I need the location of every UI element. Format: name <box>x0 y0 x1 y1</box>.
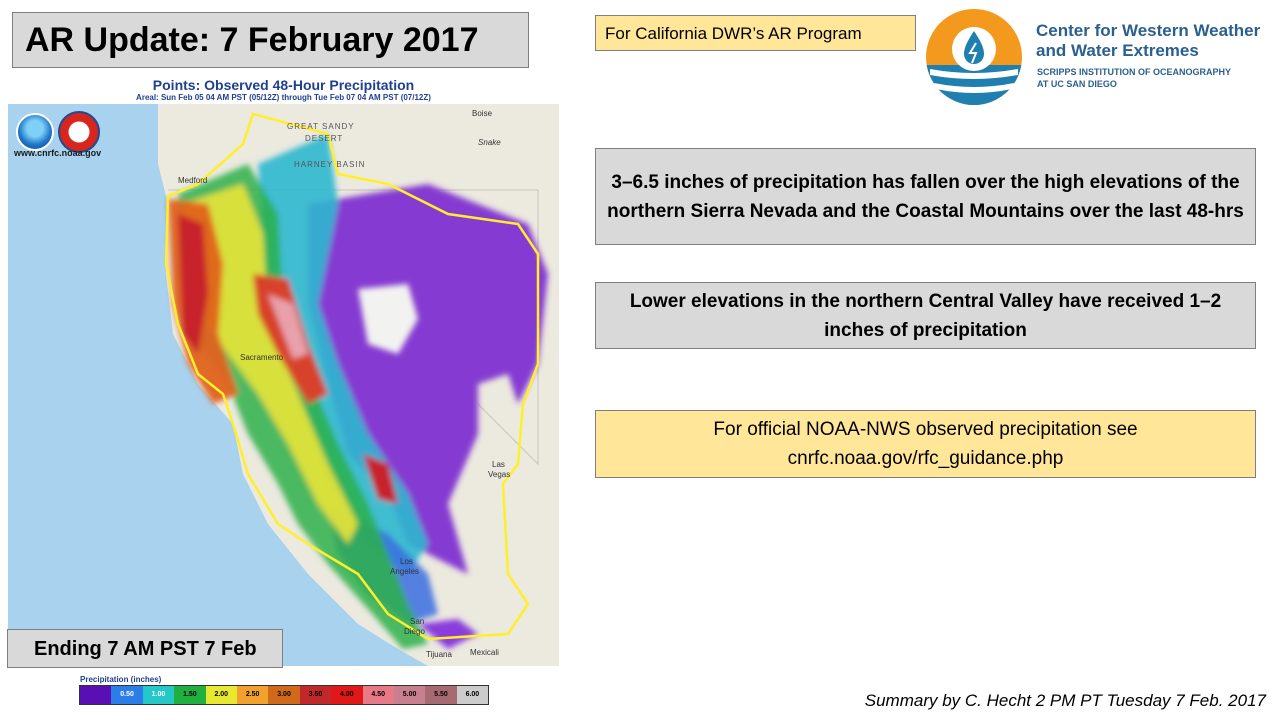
precipitation-map-graphic <box>8 104 559 666</box>
org-name-line1: Center for Western Weather <box>1036 21 1261 40</box>
legend-tick-label: 4.00 <box>340 691 354 698</box>
nws-logo <box>58 111 100 153</box>
program-label-box: For California DWR’s AR Program <box>595 15 916 51</box>
legend-tick-label: 0.50 <box>120 691 134 698</box>
ending-label-box: Ending 7 AM PST 7 Feb <box>7 629 283 668</box>
summary-central-valley-text: Lower elevations in the northern Central… <box>629 290 1222 341</box>
summary-box-high-elevations: 3–6.5 inches of precipitation has fallen… <box>595 148 1256 245</box>
basin-outline <box>164 112 540 641</box>
map-label-mexicali: Mexicali <box>470 648 499 657</box>
precip-purple-south <box>418 619 478 649</box>
legend-swatch: 5.00 <box>393 686 426 704</box>
legend-swatch: 2.00 <box>205 686 237 704</box>
map-header: Points: Observed 48-Hour Precipitation A… <box>8 77 559 103</box>
org-name-line2: and Water Extremes <box>1036 41 1199 60</box>
org-sub-line1: SCRIPPS INSTITUTION OF OCEANOGRAPHY <box>1037 67 1232 77</box>
legend-title: Precipitation (inches) <box>80 675 162 684</box>
precip-red-south-sierra <box>363 454 398 504</box>
noaa-logo <box>16 113 54 151</box>
org-sub-line2: AT UC SAN DIEGO <box>1037 79 1117 89</box>
org-subtitle: SCRIPPS INSTITUTION OF OCEANOGRAPHY AT U… <box>1037 66 1231 90</box>
legend-tick-label: 2.50 <box>245 691 260 698</box>
map-label-las: Las <box>492 460 505 469</box>
legend-swatch: 5.50 <box>425 686 457 704</box>
legend-tick-label: 1.50 <box>183 691 197 698</box>
legend-tick-label: 1.00 <box>151 691 166 698</box>
precip-purple <box>308 184 548 574</box>
precip-pink-sierra <box>268 294 308 359</box>
legend-swatch: 3.00 <box>268 686 300 704</box>
precip-yellow <box>183 184 358 544</box>
map-label-desert: DESERT <box>305 134 344 143</box>
map-label-diego: Diego <box>404 627 425 636</box>
legend-tick-label: 4.50 <box>371 691 386 698</box>
official-precip-text: For official NOAA-NWS observed precipita… <box>713 419 1138 440</box>
legend-tick-label: 5.50 <box>434 691 448 698</box>
summary-high-elevations-text: 3–6.5 inches of precipitation has fallen… <box>607 171 1244 222</box>
map-label-vegas: Vegas <box>488 470 511 479</box>
slide-title-box: AR Update: 7 February 2017 <box>12 12 529 68</box>
legend-tick-label: 3.00 <box>277 691 291 698</box>
precip-legend-bar: 0.50 1.00 1.50 2.00 2.50 3.00 3.50 4.00 4.50 5.00… <box>79 685 489 705</box>
map-label-boise: Boise <box>472 109 493 118</box>
map-label-tijuana: Tijuana <box>426 650 452 659</box>
legend-swatch: 4.00 <box>331 686 363 704</box>
legend-swatch: 6.00 <box>456 686 489 704</box>
map-title: Points: Observed 48-Hour Precipitation <box>152 77 415 93</box>
map-label-medford: Medford <box>178 176 208 185</box>
legend-swatch: 2.50 <box>236 686 269 704</box>
legend-swatch: 3.50 <box>299 686 332 704</box>
map-label-snake: Snake <box>478 138 501 147</box>
legend-swatch: 1.00 <box>142 686 175 704</box>
precipitation-map <box>8 104 559 666</box>
map-label-harney-basin: HARNEY BASIN <box>294 160 366 169</box>
map-label-san: San <box>410 617 425 626</box>
summary-box-central-valley: Lower elevations in the northern Central… <box>595 282 1256 349</box>
legend-tick-label: 5.00 <box>402 691 417 698</box>
official-precip-url[interactable]: cnrfc.noaa.gov/rfc_guidance.php <box>787 448 1064 469</box>
summary-credit: Summary by C. Hecht 2 PM PT Tuesday 7 Fe… <box>864 691 1266 710</box>
official-precip-link-box: For official NOAA-NWS observed precipita… <box>595 410 1256 478</box>
legend-swatch: 0.50 <box>111 686 143 704</box>
ending-label: Ending 7 AM PST 7 Feb <box>34 638 257 660</box>
water-drop-circle-icon <box>926 9 1022 105</box>
org-name: Center for Western Weather and Water Ext… <box>1036 21 1260 61</box>
map-label-angeles: Angeles <box>390 567 419 576</box>
slide-title: AR Update: 7 February 2017 <box>25 21 479 59</box>
precip-field <box>168 134 548 649</box>
map-label-los: Los <box>400 557 413 566</box>
map-subtitle: Areal: Sun Feb 05 04 AM PST (05/12Z) thr… <box>136 93 431 102</box>
program-label: For California DWR’s AR Program <box>605 24 862 43</box>
map-label-great-sandy: GREAT SANDY <box>287 122 355 131</box>
legend-tick-label: 6.00 <box>465 691 480 698</box>
legend-tick-label: 2.00 <box>214 691 229 698</box>
map-label-sacramento: Sacramento <box>240 353 284 362</box>
precip-red-coast <box>178 214 208 354</box>
legend-tick-label: 3.50 <box>308 691 323 698</box>
legend-swatch: 1.50 <box>174 686 206 704</box>
map-url: www.cnrfc.noaa.gov <box>14 148 102 158</box>
precip-gap <box>358 284 418 354</box>
legend-swatch: 4.50 <box>362 686 394 704</box>
legend-swatch <box>80 686 112 704</box>
